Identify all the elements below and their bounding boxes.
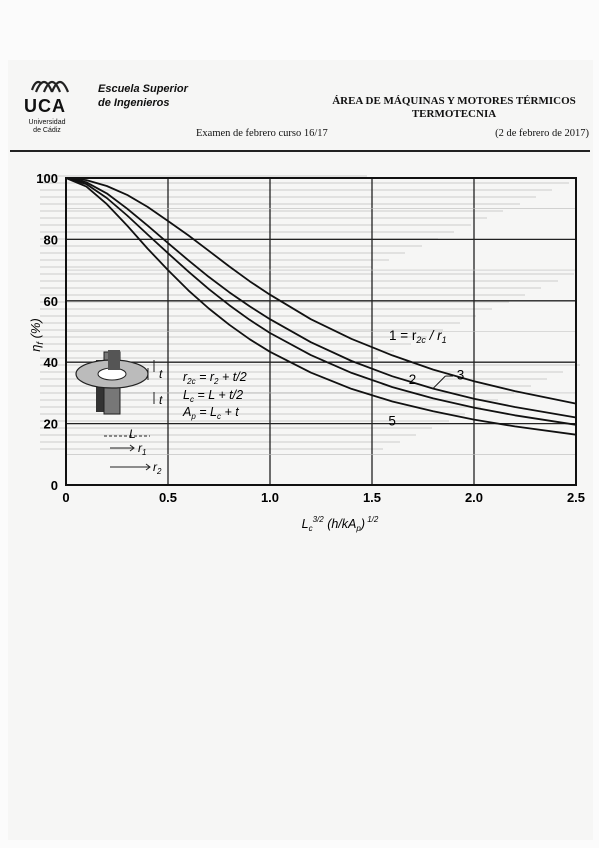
inset-label-r2: r2 [153,460,162,476]
curve-label-3: – 3 [445,367,464,382]
y-tick-label: 60 [44,294,58,309]
bleed-through-line [40,336,427,338]
curve-label-5: 5 [388,414,396,429]
series-line-3 [65,177,577,426]
bleed-through-line [40,203,520,205]
grid [65,177,577,486]
series-line-5 [65,177,577,436]
y-tick-label: 0 [51,478,58,493]
scanned-sheet [8,60,593,840]
university-name: Universidad de Cádiz [25,119,69,135]
inset-label-t: t [159,393,163,407]
bleed-through-line [40,231,455,233]
bleed-through-line [40,308,493,310]
plot-frame [65,177,577,486]
university-line-2: de Cádiz [33,127,61,134]
bleed-through-line [40,322,460,324]
bleed-through-line [40,252,406,254]
logo-text: UCA [24,96,66,116]
bleed-through-line [40,399,498,401]
formula-lc: Lc = L + t/2 [183,388,243,404]
x-tick-label: 1.0 [261,490,279,505]
bleed-through-line [40,175,367,177]
exam-date: (2 de febrero de 2017) [495,128,589,139]
header-divider [10,150,590,152]
x-tick-label: 0 [62,490,69,505]
y-axis-label: ηf (%) [28,318,45,352]
curve-label-2: 2 [409,372,417,387]
bleed-through-line [40,301,509,303]
bleed-through-line [40,217,487,219]
y-tick-label: 80 [44,232,58,247]
uca-logo-icon [30,80,70,93]
inset-label-l: L [129,427,136,441]
inset-label-t-top: t [159,367,163,381]
bleed-through-line [40,420,449,422]
bleed-through-line [40,182,569,184]
y-tick-label: 20 [44,417,58,432]
bleed-through-line [40,350,395,352]
x-tick-label: 0.5 [159,490,177,505]
bleed-through-line [40,280,558,282]
bleed-through-line [40,448,384,450]
inset-label-r1: r1 [138,441,146,457]
bleed-through-line [40,210,504,212]
series-line-1 [65,177,577,405]
y-tick-label: 100 [36,171,58,186]
y-tick-label: 40 [44,355,58,370]
bleed-through-line [40,343,411,345]
axes: 0 0.5 1.0 1.5 2.0 2.5 0 20 40 60 80 100 [36,171,585,505]
school-line-1: Escuela Superior [98,83,188,95]
school-name: Escuela Superior de Ingenieros [98,82,188,110]
bleed-through-line [40,427,433,429]
fin-formulas: r2c = r2 + t/2 Lc = L + t/2 Ap = Lc + t [182,370,247,421]
bleed-through-line [40,196,536,198]
x-tick-label: 2.5 [567,490,585,505]
bleed-through-line [40,434,417,436]
area-line-2: TERMOTECNIA [411,108,497,120]
bleed-through-line [40,287,542,289]
bleed-through-line [40,364,580,366]
bleed-through-line [40,441,400,443]
bleed-through-line [40,406,482,408]
bleed-through-line [40,385,531,387]
bleed-through-line [40,357,378,359]
school-line-2: de Ingenieros [98,97,170,109]
university-line-1: Universidad [28,119,66,126]
area-title: ÁREA DE MÁQUINAS Y MOTORES TÉRMICOS TERM… [318,95,590,121]
annular-fin-diagram-icon [75,350,155,471]
formula-r2c: r2c = r2 + t/2 [183,370,247,386]
bleed-through-line [40,224,471,226]
exam-title: Examen de febrero curso 16/17 [196,128,328,139]
bleed-through-line [40,245,422,247]
bleed-through-line [40,189,553,191]
formula-ap: Ap = Lc + t [182,405,239,421]
series-group: 2 – 3 5 [65,177,577,436]
legend-ratio-label: 1 = r2c / r1 [389,328,447,345]
x-tick-label: 2.0 [465,490,483,505]
bleed-through-line [40,378,547,380]
bleed-through-line [40,413,466,415]
bleed-through-line [40,371,564,373]
bleed-through-line [40,315,476,317]
bleed-through-line [40,266,373,268]
series-line-2 [65,177,577,419]
bleed-through-line [40,329,444,331]
curve-label-3-leader [432,375,446,389]
bleed-through-line [40,294,526,296]
x-axis-label: Lc3/2 (h/kAp) 1/2 [302,515,379,533]
bleed-through-line [40,273,575,275]
area-line-1: ÁREA DE MÁQUINAS Y MOTORES TÉRMICOS [332,95,576,107]
x-tick-label: 1.5 [363,490,381,505]
bleed-through-line [40,259,389,261]
